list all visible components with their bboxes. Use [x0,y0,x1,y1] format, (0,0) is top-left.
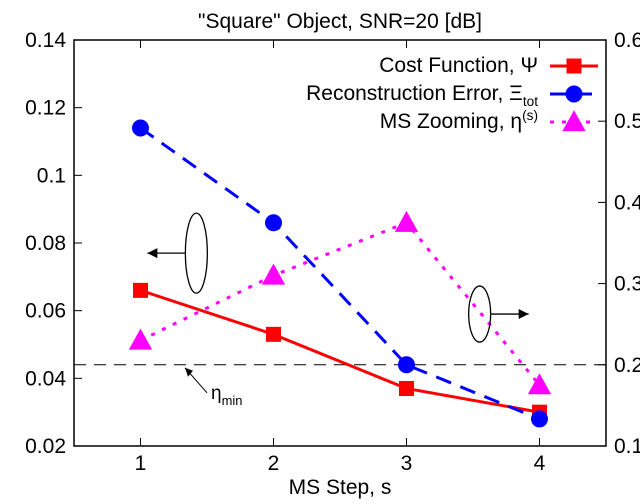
y-left-tick-label: 0.1 [37,164,66,187]
y-right-tick-label: 0.6 [614,29,640,52]
y-right-tick-label: 0.2 [614,354,640,377]
y-right-tick-label: 0.5 [614,110,640,133]
y-left-tick-label: 0.14 [25,29,66,52]
x-tick-label: 1 [135,452,147,475]
y-left-tick-label: 0.08 [25,232,66,255]
legend-label: Cost Function, Ψ [379,54,538,77]
y-left-tick-label: 0.06 [25,300,66,323]
y-right-tick-label: 0.3 [614,273,640,296]
chart-title: "Square" Object, SNR=20 [dB] [198,10,482,33]
legend-label: Reconstruction Error, Ξtot [306,82,538,109]
y-left-tick-label: 0.02 [25,435,66,458]
line-chart: 1 2 3 4 0.02 0.04 0.06 0.08 0.1 0.12 0.14 0.1 0.2 0.3… [0,0,640,504]
y-right-tick-label: 0.1 [614,435,640,458]
x-tick-label: 3 [401,452,413,475]
x-axis-label: MS Step, s [289,476,392,499]
legend-label: MS Zooming, η(s) [380,108,538,133]
y-left-tick-label: 0.12 [25,97,66,120]
y-right-tick-label: 0.4 [614,191,640,214]
y-left-tick-label: 0.04 [25,367,66,390]
x-tick-label: 2 [268,452,280,475]
x-tick-label: 4 [534,452,546,475]
